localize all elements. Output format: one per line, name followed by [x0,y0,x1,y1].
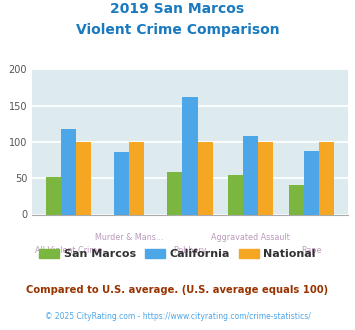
Bar [46,177,61,215]
Text: Aggravated Assault: Aggravated Assault [211,233,290,242]
Legend: San Marcos, California, National: San Marcos, California, National [35,244,320,263]
Text: Robbery: Robbery [173,246,207,255]
Text: © 2025 CityRating.com - https://www.cityrating.com/crime-statistics/: © 2025 CityRating.com - https://www.city… [45,312,310,321]
Bar [61,129,76,214]
Bar [304,151,319,214]
Bar [114,152,129,214]
Bar [289,185,304,214]
Bar [129,142,144,214]
Bar [319,142,334,214]
Text: All Violent Crime: All Violent Crime [35,246,102,255]
Text: Violent Crime Comparison: Violent Crime Comparison [76,23,279,37]
Bar [167,172,182,215]
Bar [182,97,197,214]
Bar [228,175,243,214]
Text: Compared to U.S. average. (U.S. average equals 100): Compared to U.S. average. (U.S. average … [26,285,329,295]
Text: 2019 San Marcos: 2019 San Marcos [110,2,245,16]
Text: Murder & Mans...: Murder & Mans... [95,233,163,242]
Bar [258,142,273,214]
Text: Rape: Rape [301,246,322,255]
Bar [76,142,91,214]
Bar [243,136,258,214]
Bar [197,142,213,214]
